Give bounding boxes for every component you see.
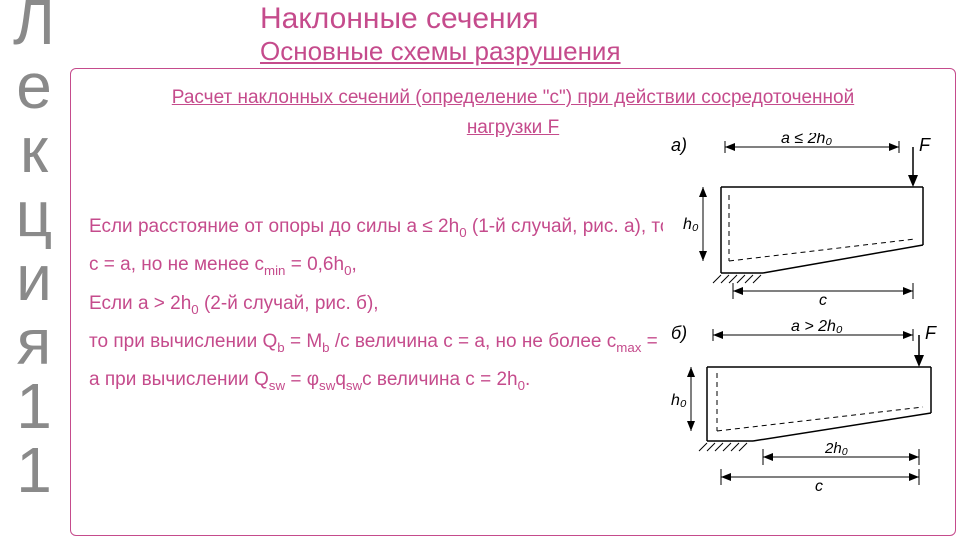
diagram-panel-a: а) a ≤ 2h₀ F (671, 133, 931, 309)
p5-sub1: sw (269, 378, 285, 393)
section-link-line2: нагрузки F (467, 117, 559, 138)
p3-pre: Если a > 2h (89, 293, 191, 314)
para-2: с = a, но не менее cmin = 0,6h0, (89, 246, 679, 284)
content-box: Расчет наклонных сечений (определение "с… (70, 68, 956, 536)
p5-sub2: sw (319, 378, 335, 393)
section-link-line1: Расчет наклонных сечений (определение "с… (172, 87, 854, 108)
diagram-panel-b: б) a > 2h₀ F h₀ (671, 318, 937, 493)
para-1: Если расстояние от опоры до силы a ≤ 2h0… (89, 208, 679, 246)
panel-b-condition: a > 2h₀ (791, 318, 843, 335)
p4-sub3: max (616, 340, 641, 355)
body-text: Если расстояние от опоры до силы a ≤ 2h0… (89, 208, 679, 400)
beam-diagrams: а) a ≤ 2h₀ F (663, 133, 949, 493)
panel-a-condition: a ≤ 2h₀ (781, 133, 832, 147)
para-5: а при вычислении Qsw = φswqswc величина … (89, 361, 679, 399)
diagram-svg: а) a ≤ 2h₀ F (663, 133, 949, 493)
panel-b-2h0: 2h₀ (824, 440, 848, 457)
p5-mid3: c величина с = 2h (362, 369, 517, 390)
panel-a-h0: h₀ (683, 216, 699, 233)
p1-post: (1-й случай, рис. а), то (467, 216, 671, 237)
p2-pre: с = a, но не менее c (89, 254, 264, 275)
panel-a-c: c (819, 292, 827, 309)
p5-sub4: 0 (518, 378, 525, 393)
p1-pre: Если расстояние от опоры до силы a ≤ 2h (89, 216, 459, 237)
panel-a-label: а) (671, 135, 687, 155)
panel-a-force: F (919, 135, 931, 155)
p2-post: , (351, 254, 356, 275)
p4-pre: то при вычислении Q (89, 331, 277, 352)
side-lecture-label: Лекция11 (4, 0, 64, 502)
panel-b-c: c (815, 478, 823, 493)
page-title: Наклонные сечения (260, 2, 539, 36)
p3-post: (2-й случай, рис. б), (199, 293, 379, 314)
para-4: то при вычислении Qb = Mb /c величина с … (89, 323, 679, 361)
p5-pre: а при вычислении Q (89, 369, 269, 390)
p3-sub: 0 (191, 301, 198, 316)
panel-b-label: б) (671, 323, 687, 343)
p4-mid1: = M (285, 331, 322, 352)
p2-sub1: min (264, 263, 285, 278)
p5-mid1: = φ (285, 369, 319, 390)
para-3: Если a > 2h0 (2-й случай, рис. б), (89, 285, 679, 323)
p5-sub3: sw (346, 378, 362, 393)
panel-b-h0: h₀ (671, 392, 687, 409)
p4-mid2: /c величина с = a, но не более c (330, 331, 617, 352)
panel-b-force: F (925, 323, 937, 343)
p5-mid2: q (335, 369, 346, 390)
p2-mid: = 0,6h (285, 254, 344, 275)
page-subtitle: Основные схемы разрушения (260, 36, 621, 67)
p5-post: . (525, 369, 530, 390)
p4-sub1: b (277, 340, 284, 355)
p4-sub2: b (322, 340, 329, 355)
p4-post: = (641, 331, 657, 352)
p1-sub: 0 (459, 225, 466, 240)
